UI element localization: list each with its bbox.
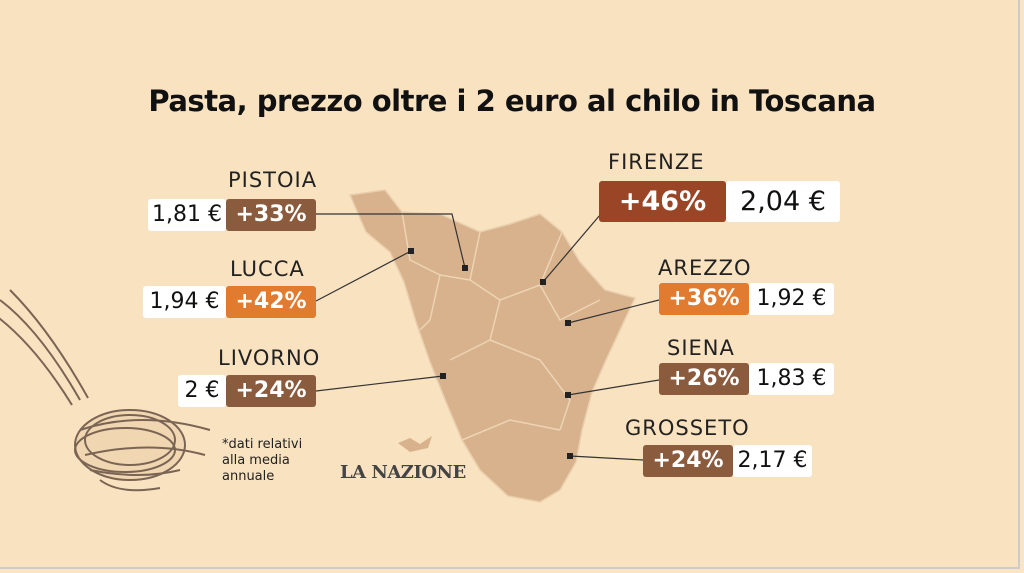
- province-borders: [401, 211, 601, 441]
- change-badge: +36%: [659, 283, 749, 315]
- leader-line-arezzo: [567, 299, 660, 324]
- leader-line-firenze: [542, 214, 601, 283]
- leader-line-siena: [567, 379, 660, 396]
- dot-grosseto: [567, 453, 573, 459]
- dot-pistoia: [462, 265, 468, 271]
- price-value: 2,04 €: [726, 181, 840, 222]
- page-title: Pasta, prezzo oltre i 2 euro al chilo in…: [148, 84, 876, 118]
- price-value: 2,17 €: [733, 445, 812, 477]
- fork-with-spaghetti-icon: [0, 289, 211, 492]
- dot-firenze: [540, 279, 546, 285]
- change-badge: +33%: [226, 199, 316, 231]
- province-name: GROSSETO: [625, 416, 750, 440]
- change-badge: +42%: [226, 286, 316, 318]
- dot-lucca: [408, 248, 414, 254]
- elba-island: [398, 436, 432, 452]
- leader-line-pistoia: [316, 213, 466, 269]
- province-name: FIRENZE: [608, 150, 705, 174]
- dot-livorno: [440, 373, 446, 379]
- change-badge: +24%: [643, 445, 733, 477]
- price-value: 1,92 €: [749, 283, 834, 315]
- province-name: LIVORNO: [218, 346, 321, 370]
- price-value: 2 €: [178, 375, 226, 407]
- province-name: LUCCA: [230, 257, 305, 281]
- province-name: SIENA: [667, 336, 735, 360]
- dot-siena: [565, 392, 571, 398]
- change-badge: +26%: [659, 363, 749, 395]
- footnote: *dati relativi alla media annuale: [222, 437, 303, 484]
- price-value: 1,83 €: [749, 363, 834, 395]
- province-name: AREZZO: [658, 256, 752, 280]
- change-badge: +24%: [226, 375, 316, 407]
- leader-line-grosseto: [569, 455, 644, 461]
- la-nazione-logo: LA NAZIONE: [340, 462, 466, 483]
- leader-line-livorno: [315, 375, 444, 392]
- province-name: PISTOIA: [228, 168, 318, 192]
- location-dots: [408, 248, 573, 459]
- price-value: 1,94 €: [143, 286, 226, 318]
- dot-arezzo: [565, 320, 571, 326]
- change-badge: +46%: [599, 181, 726, 222]
- leader-lines: [315, 213, 660, 461]
- leader-line-lucca: [315, 250, 412, 302]
- tuscany-region-shape: [348, 189, 637, 503]
- price-value: 1,81 €: [148, 199, 226, 231]
